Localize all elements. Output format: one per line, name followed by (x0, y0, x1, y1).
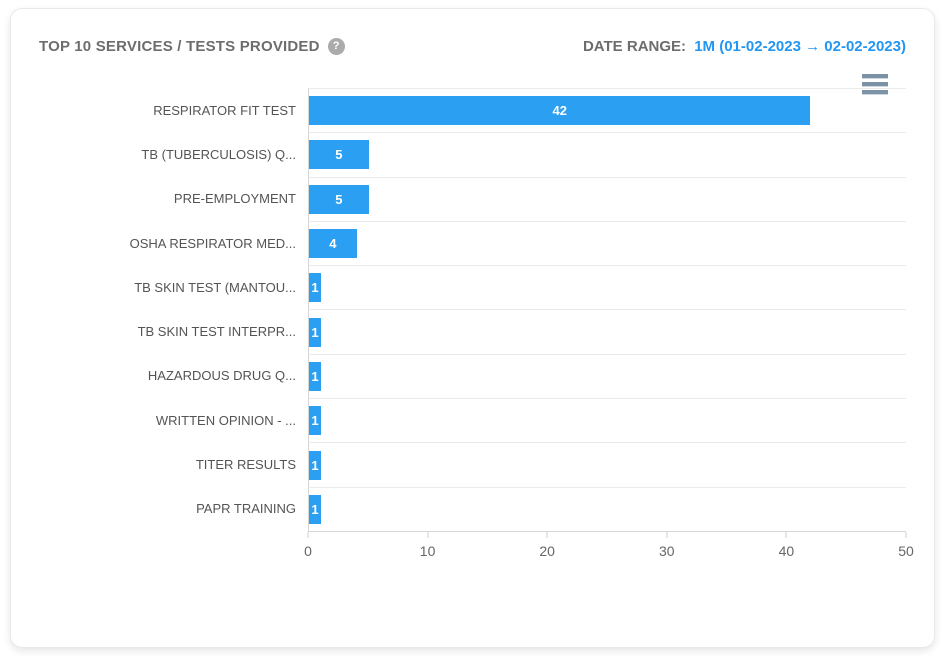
bar-row: WRITTEN OPINION - ... 1 (39, 398, 906, 443)
category-label: OSHA RESPIRATOR MED... (129, 235, 296, 251)
date-range-value: 1M (01-02-2023 → 02-02-2023) (694, 37, 906, 55)
date-range-label: DATE RANGE: (582, 37, 687, 55)
card-header: TOP 10 SERVICES / TESTS PROVIDED ? DATE … (39, 35, 906, 57)
bar-track: 42 (308, 88, 906, 133)
bar-value-label: 5 (335, 147, 343, 163)
category-label: TITER RESULTS (195, 457, 296, 473)
x-axis-tick (546, 531, 548, 538)
bar-row: PAPR TRAINING 1 (39, 486, 906, 531)
date-range: DATE RANGE: 1M (01-02-2023 → 02-02-2023) (583, 38, 906, 55)
x-axis-line: 0 10 20 30 40 50 (304, 530, 914, 569)
x-axis-tick (785, 531, 787, 538)
bar-track: 1 (308, 442, 906, 487)
x-axis-tick-label: 0 (304, 542, 312, 559)
bar-value-label: 1 (311, 280, 319, 296)
bar-track: 1 (308, 353, 906, 399)
bar-track: 1 (308, 265, 906, 310)
category-label: HAZARDOUS DRUG Q... (147, 368, 296, 384)
bar-row: TITER RESULTS 1 (39, 442, 906, 487)
bar-track: 5 (308, 132, 906, 177)
category-label: RESPIRATOR FIT TEST (153, 102, 296, 118)
bar-chart: RESPIRATOR FIT TEST 42 TB (TUBERCULOSIS)… (39, 88, 914, 569)
category-label: PAPR TRAINING (196, 501, 296, 517)
card-title: TOP 10 SERVICES / TESTS PROVIDED (39, 37, 320, 55)
category-label: PRE-EMPLOYMENT (173, 191, 296, 207)
bar[interactable]: 42 (309, 96, 811, 126)
help-icon[interactable]: ? (327, 37, 345, 55)
bar-value-label: 1 (311, 501, 319, 517)
bar[interactable]: 5 (309, 140, 369, 170)
axis-spacer (39, 531, 308, 569)
category-label: WRITTEN OPINION - ... (155, 412, 296, 428)
bar-row: RESPIRATOR FIT TEST 42 (39, 88, 906, 133)
x-axis-tick (905, 531, 907, 538)
bar[interactable]: 1 (309, 361, 321, 391)
bar-row: TB SKIN TEST INTERPR... 1 (39, 309, 906, 354)
bar-track: 5 (308, 176, 906, 221)
x-axis-tick-label: 50 (898, 542, 914, 559)
category-label: TB SKIN TEST (MANTOU... (134, 279, 296, 295)
bar-row: PRE-EMPLOYMENT 5 (39, 176, 906, 221)
bar[interactable]: 1 (309, 406, 321, 436)
hamburger-menu-icon (862, 90, 888, 94)
x-axis-tick-label: 10 (419, 542, 436, 559)
bar-value-label: 5 (335, 191, 343, 207)
bar-value-label: 42 (552, 103, 567, 119)
x-axis-tick (307, 531, 309, 538)
bar-track: 1 (308, 398, 906, 443)
hamburger-menu-icon (862, 82, 888, 86)
chart-context-menu-button[interactable] (862, 73, 888, 95)
bar-row: HAZARDOUS DRUG Q... 1 (39, 353, 906, 399)
category-label: TB (TUBERCULOSIS) Q... (141, 146, 296, 162)
x-axis-tick-label: 30 (659, 542, 675, 559)
x-axis-tick (427, 531, 429, 538)
bar-value-label: 1 (311, 457, 319, 473)
bar[interactable]: 1 (309, 450, 321, 480)
bar[interactable]: 1 (309, 317, 321, 347)
bar-value-label: 4 (329, 236, 337, 252)
bar-row: TB SKIN TEST (MANTOU... 1 (39, 265, 906, 310)
bar[interactable]: 4 (309, 229, 357, 259)
bar-value-label: 1 (311, 324, 319, 340)
bar-value-label: 1 (311, 368, 319, 384)
category-label: TB SKIN TEST INTERPR... (137, 324, 296, 340)
chart-card: TOP 10 SERVICES / TESTS PROVIDED ? DATE … (10, 8, 935, 648)
x-axis-tick-label: 40 (778, 542, 795, 559)
bar-row: OSHA RESPIRATOR MED... 4 (39, 220, 906, 266)
bar-track: 4 (308, 220, 906, 266)
bar-row: TB (TUBERCULOSIS) Q... 5 (39, 132, 906, 177)
x-axis: 0 10 20 30 40 50 (39, 530, 914, 569)
bar-value-label: 1 (311, 413, 319, 429)
x-axis-tick (666, 531, 668, 538)
bar[interactable]: 1 (309, 494, 321, 524)
bar-track: 1 (308, 486, 906, 531)
hamburger-menu-icon (862, 74, 888, 78)
bar[interactable]: 5 (309, 184, 369, 214)
title-wrap: TOP 10 SERVICES / TESTS PROVIDED ? (39, 37, 345, 55)
x-axis-tick-label: 20 (539, 542, 555, 559)
bar[interactable]: 1 (309, 273, 321, 303)
bar-track: 1 (308, 309, 906, 354)
